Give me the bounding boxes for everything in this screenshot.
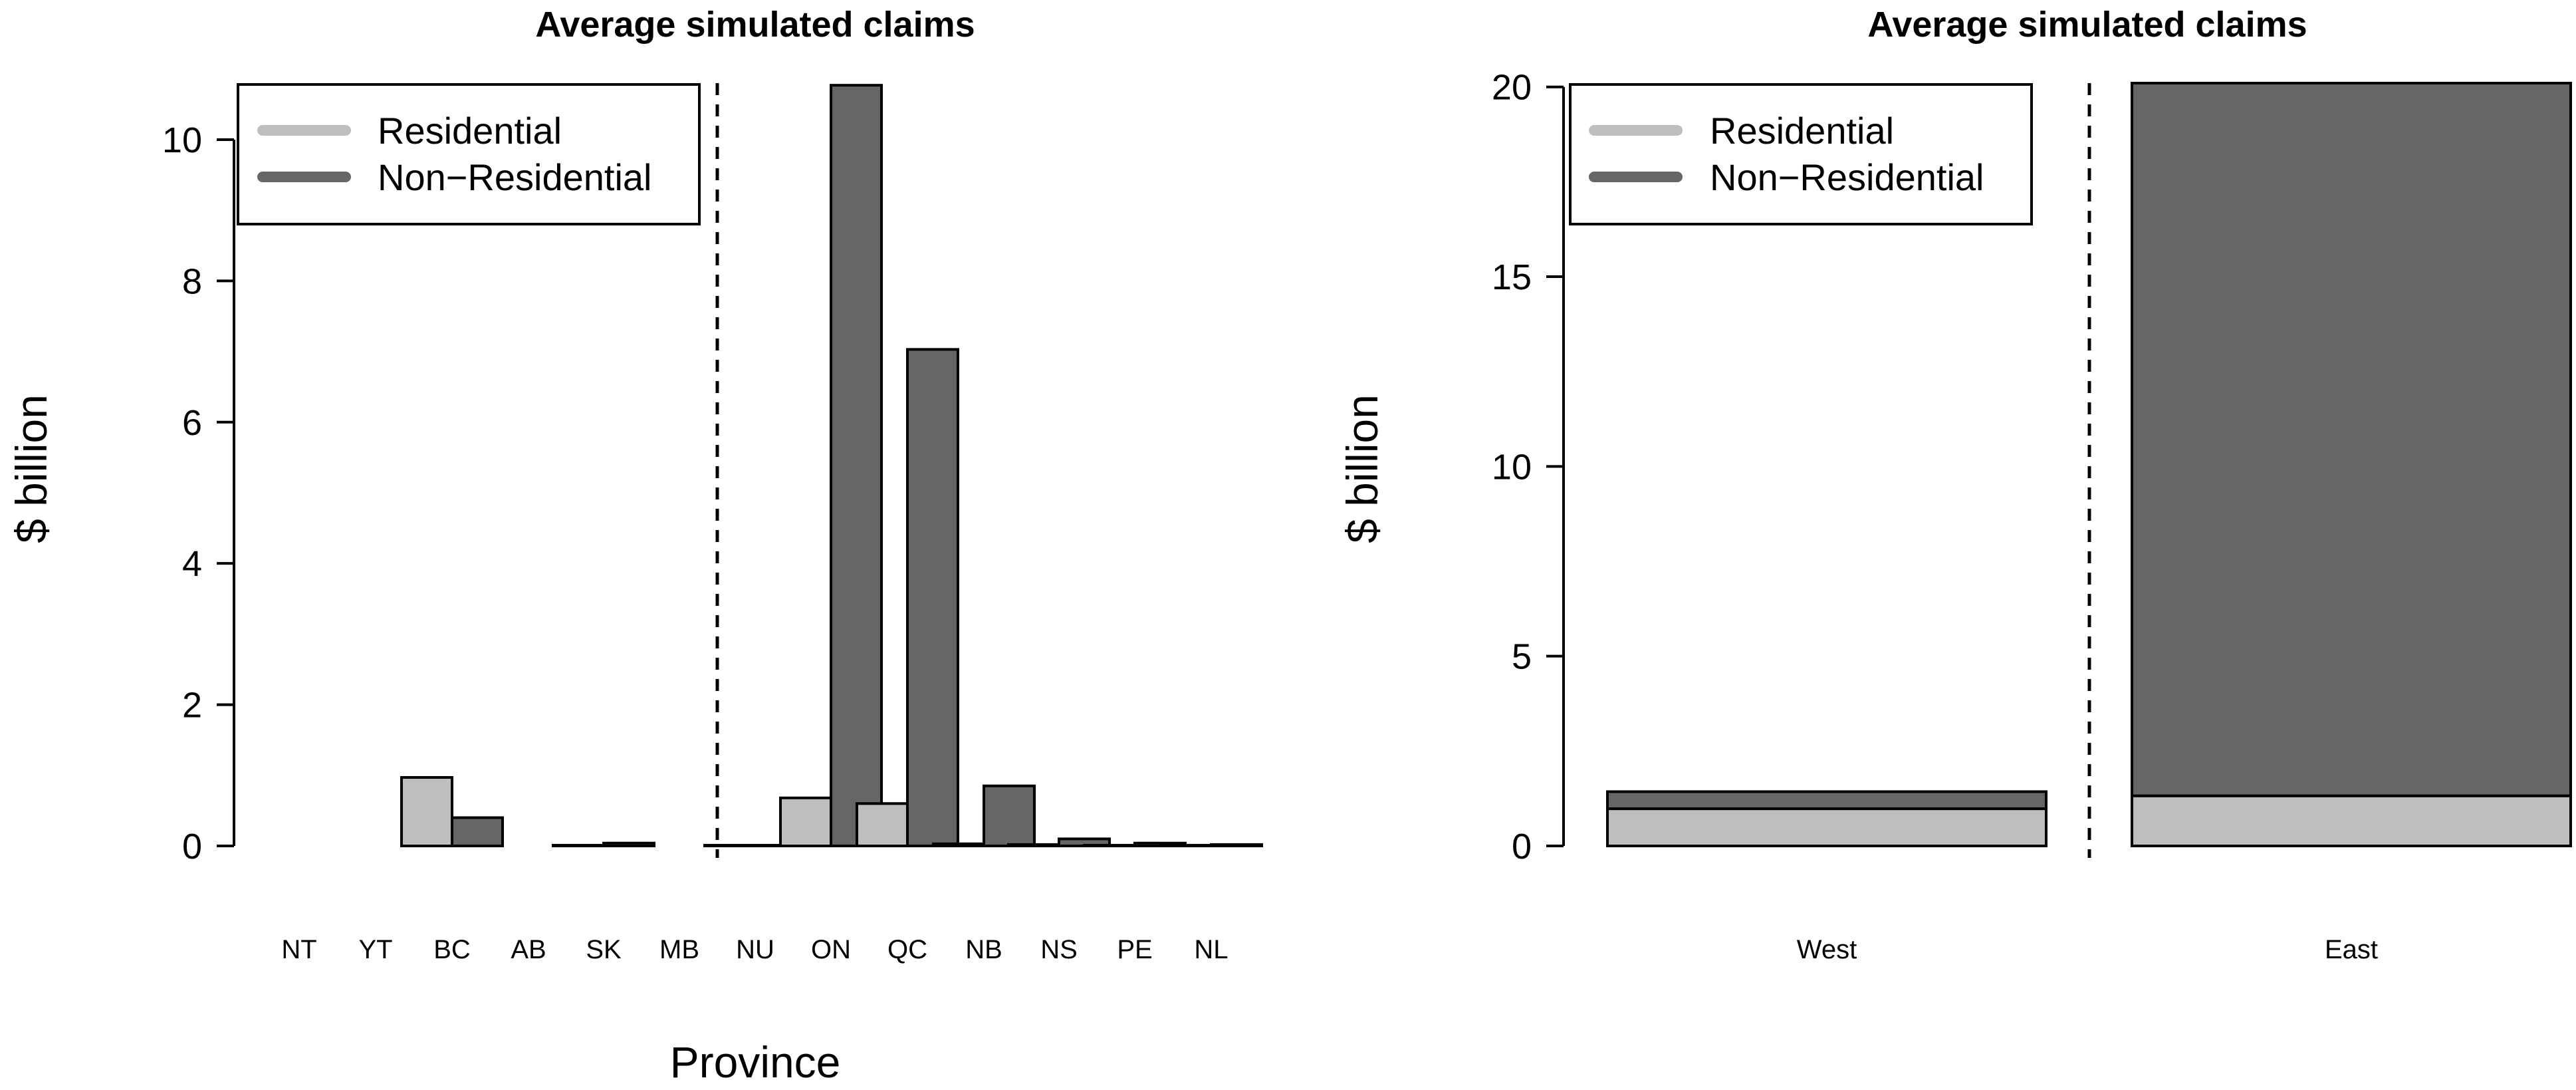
x-tick-label-bc: BC xyxy=(433,935,471,964)
chart-region: Average simulated claims $ billion 0 5 10 1… xyxy=(1338,5,2572,964)
bar-bc-non-residential xyxy=(451,816,504,848)
bar-nb-residential xyxy=(932,842,985,847)
y-tick-label: 0 xyxy=(182,827,202,867)
x-tick-label-yt: YT xyxy=(358,935,392,964)
bars xyxy=(1606,82,2572,848)
y-tick-label: 2 xyxy=(182,686,202,726)
y-tick-label: 10 xyxy=(1492,447,1532,487)
bar-on-residential xyxy=(779,796,832,848)
bar-ns-residential xyxy=(1007,843,1060,848)
x-tick-label-nb: NB xyxy=(965,935,1002,964)
bar-qc-non-residential xyxy=(906,348,959,847)
bar-nl-residential xyxy=(1159,843,1213,848)
legend-label-non-residential: Non−Residential xyxy=(1710,156,1984,198)
y-tick-label: 0 xyxy=(1512,827,1532,867)
x-tick-labels: NT YT BC AB SK MB NU ON QC NB NS PE NL xyxy=(281,935,1228,964)
y-tick-label: 8 xyxy=(182,261,202,301)
x-tick-label-nu: NU xyxy=(736,935,774,964)
x-tick-label-east: East xyxy=(2325,935,2378,964)
bar-nb-non-residential xyxy=(983,784,1036,847)
x-tick-label-mb: MB xyxy=(659,935,699,964)
y-axis-label: $ billion xyxy=(1338,394,1387,543)
x-axis-label: Province xyxy=(670,1037,841,1087)
y-axis: 0 5 10 15 20 xyxy=(1492,68,1565,867)
x-tick-label-sk: SK xyxy=(586,935,622,964)
bar-nu-residential xyxy=(703,843,757,848)
y-tick-label: 5 xyxy=(1512,637,1532,677)
y-tick-label: 20 xyxy=(1492,68,1532,108)
bar-qc-residential xyxy=(856,802,909,848)
legend-box xyxy=(237,83,701,225)
x-tick-label-nl: NL xyxy=(1194,935,1228,964)
legend: Residential Non−Residential xyxy=(1569,83,2033,225)
legend-label-residential: Residential xyxy=(378,110,562,152)
bar-bc-residential xyxy=(400,775,453,848)
y-axis-label: $ billion xyxy=(7,394,56,543)
x-tick-label-pe: PE xyxy=(1117,935,1152,964)
bar-sk-residential xyxy=(552,843,605,848)
x-tick-label-on: ON xyxy=(811,935,851,964)
y-tick-label: 4 xyxy=(182,544,202,584)
bar-west-non-residential xyxy=(1606,790,2048,811)
y-tick-label: 6 xyxy=(182,403,202,443)
x-tick-label-ab: AB xyxy=(511,935,546,964)
x-tick-labels: West East xyxy=(1797,935,2378,964)
bar-west-residential xyxy=(1606,807,2048,848)
chart-province: Average simulated claims $ billion Provi… xyxy=(7,5,1263,1087)
x-tick-label-ns: NS xyxy=(1040,935,1078,964)
chart-title: Average simulated claims xyxy=(535,5,975,45)
y-axis: 0 2 4 6 8 10 xyxy=(162,120,235,867)
legend: Residential Non−Residential xyxy=(237,83,701,225)
legend-label-residential: Residential xyxy=(1710,110,1894,152)
bar-sk-non-residential xyxy=(602,841,655,847)
bar-nl-non-residential xyxy=(1210,843,1263,848)
chart-title: Average simulated claims xyxy=(1867,5,2307,45)
y-tick-label: 10 xyxy=(162,120,202,160)
x-tick-label-nt: NT xyxy=(281,935,316,964)
bars xyxy=(400,84,1263,848)
bar-pe-residential xyxy=(1083,843,1136,848)
legend-box xyxy=(1569,83,2033,225)
x-tick-label-west: West xyxy=(1797,935,1857,964)
x-tick-label-qc: QC xyxy=(887,935,927,964)
bar-on-non-residential xyxy=(830,84,883,847)
legend-label-non-residential: Non−Residential xyxy=(378,156,651,198)
bar-east-non-residential xyxy=(2131,82,2572,797)
bar-east-residential xyxy=(2131,794,2572,848)
y-tick-label: 15 xyxy=(1492,257,1532,297)
